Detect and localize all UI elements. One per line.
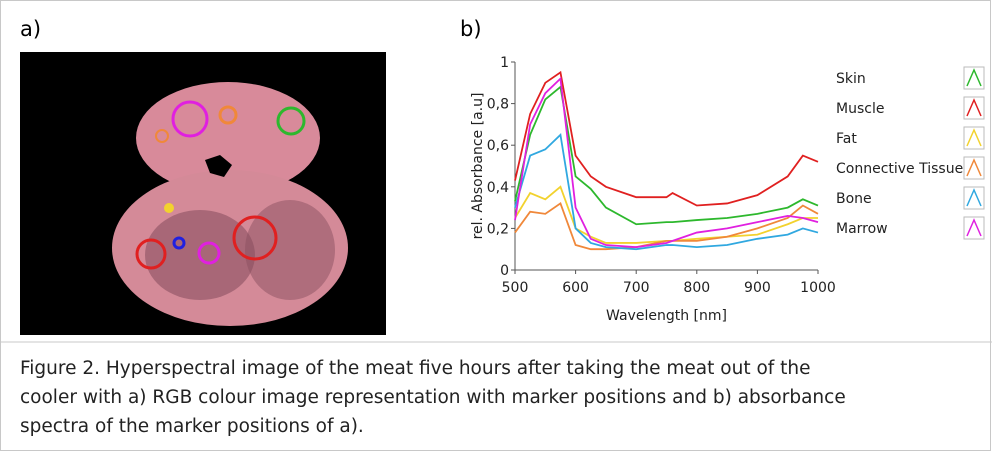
legend-glyph [966, 218, 982, 237]
y-axis-label: rel. Absorbance [a.u] [470, 93, 486, 240]
series-line [514, 70, 819, 207]
series-line [514, 132, 819, 251]
x-tick-label: 800 [683, 280, 710, 296]
x-tick-label: 700 [623, 280, 650, 296]
legend-swatch [963, 66, 985, 90]
legend-swatch [963, 186, 985, 210]
legend-label: Connective Tissue [836, 161, 963, 177]
caption-line: Figure 2. Hyperspectral image of the mea… [20, 358, 811, 379]
caption-line: cooler with a) RGB colour image represen… [20, 387, 846, 408]
legend-label: Bone [836, 191, 872, 207]
legend-label: Skin [836, 71, 866, 87]
legend-glyph [966, 68, 982, 87]
x-tick-label: 600 [562, 280, 589, 296]
legend-swatch [963, 126, 985, 150]
caption: Figure 2. Hyperspectral image of the mea… [20, 358, 846, 437]
series-line [514, 76, 819, 249]
legend-glyph [966, 128, 982, 147]
legend-glyph [966, 188, 982, 207]
x-tick-label: 1000 [800, 280, 836, 296]
legend-label: Fat [836, 131, 857, 147]
legend-glyph [966, 158, 982, 177]
series-line [514, 202, 819, 251]
legend-swatch [963, 216, 985, 240]
legend-swatch [963, 96, 985, 120]
rgb-image [20, 52, 386, 335]
y-tick-label: 0,2 [487, 221, 509, 237]
x-axis-label: Wavelength [nm] [606, 308, 727, 324]
y-tick-label: 0,6 [487, 138, 509, 154]
y-tick-label: 0,4 [487, 180, 509, 196]
series-line [514, 185, 818, 244]
panel-label: b) [460, 17, 482, 41]
y-tick-label: 0,8 [487, 97, 509, 113]
y-tick-label: 1 [500, 55, 509, 71]
y-tick-label: 0 [500, 263, 509, 279]
legend-swatch [963, 156, 985, 180]
series-line [514, 85, 819, 226]
x-tick-label: 900 [744, 280, 771, 296]
legend-label: Muscle [836, 101, 884, 117]
legend-label: Marrow [836, 221, 888, 237]
caption-line: spectra of the marker positions of a). [20, 416, 364, 437]
x-tick-label: 500 [502, 280, 529, 296]
panel-label: a) [20, 17, 41, 41]
legend-glyph [966, 98, 982, 117]
chart: 0 0,2 0,4 0,6 0,8 1 500 600 700 800 900 1000 Wavelen… [470, 55, 985, 324]
